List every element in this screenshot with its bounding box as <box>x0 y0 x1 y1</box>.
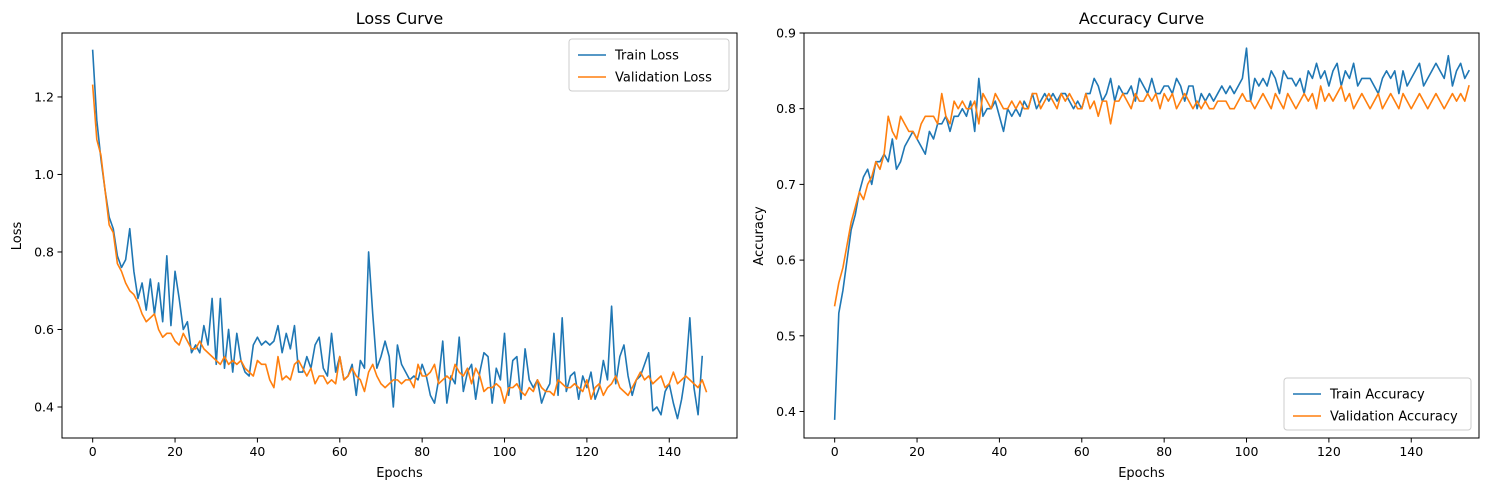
accuracy-chart-panel: Accuracy Curve Epochs Accuracy 0 20 40 60 80… <box>752 9 1480 481</box>
chart-title: Accuracy Curve <box>1079 9 1204 28</box>
legend-box <box>1283 377 1472 431</box>
x-tick-label: 120 <box>575 444 599 459</box>
series-line-validation-accuracy <box>833 85 1470 307</box>
y-tick-label: 0.5 <box>776 328 796 343</box>
series-line-validation-loss <box>91 84 708 404</box>
chart-title: Loss Curve <box>356 9 443 28</box>
y-tick-label: 0.6 <box>34 322 54 337</box>
x-tick-label: 100 <box>493 444 517 459</box>
y-tick-label: 0.7 <box>776 177 796 192</box>
y-tick-label: 0.6 <box>776 253 796 268</box>
x-tick-label: 80 <box>414 444 430 459</box>
legend-label: Validation Loss <box>615 71 712 86</box>
y-tick-label: 0.8 <box>776 101 796 116</box>
x-tick-label: 60 <box>1074 444 1090 459</box>
x-axis-label: Epochs <box>1118 466 1165 481</box>
x-tick-label: 20 <box>909 444 925 459</box>
y-tick-label: 1.0 <box>34 167 54 182</box>
x-tick-label: 140 <box>657 444 681 459</box>
tick-group: 0 20 40 60 80 100 120 140 0.4 0.6 0.8 1.0 1.2 <box>34 89 681 459</box>
x-tick-label: 100 <box>1235 444 1259 459</box>
x-tick-label: 40 <box>991 444 1007 459</box>
legend: Train Accuracy Validation Accuracy <box>1283 377 1472 431</box>
x-tick-label: 140 <box>1399 444 1423 459</box>
legend: Train Loss Validation Loss <box>568 38 730 92</box>
y-tick-label: 0.4 <box>776 404 796 419</box>
series-line-train-loss <box>91 49 704 420</box>
x-tick-label: 20 <box>167 444 183 459</box>
y-tick-label: 0.9 <box>776 26 796 41</box>
legend-label: Validation Accuracy <box>1330 410 1458 425</box>
x-tick-label: 40 <box>249 444 265 459</box>
series-group <box>833 47 1470 420</box>
y-tick-label: 0.4 <box>34 399 54 414</box>
legend-label: Train Accuracy <box>1329 388 1425 403</box>
x-axis-label: Epochs <box>376 466 423 481</box>
legend-label: Train Loss <box>614 49 679 64</box>
x-tick-label: 0 <box>89 444 97 459</box>
y-tick-label: 1.2 <box>34 89 54 104</box>
y-tick-label: 0.8 <box>34 244 54 259</box>
x-tick-label: 60 <box>332 444 348 459</box>
tick-group: 0 20 40 60 80 100 120 140 0.4 0.5 0.6 0.7 0.8 0.9 <box>776 26 1423 460</box>
series-group <box>91 49 708 420</box>
x-tick-label: 120 <box>1317 444 1341 459</box>
y-axis-label: Loss <box>10 222 25 251</box>
x-tick-label: 80 <box>1156 444 1172 459</box>
x-tick-label: 0 <box>831 444 839 459</box>
y-axis-label: Accuracy <box>752 206 767 266</box>
plot-frame <box>803 32 1480 439</box>
plot-frame <box>61 32 738 439</box>
legend-box <box>568 38 730 92</box>
series-line-train-accuracy <box>833 47 1470 420</box>
loss-chart-panel: Loss Curve Epochs Loss 0 20 40 60 80 100 120 14… <box>10 9 738 481</box>
